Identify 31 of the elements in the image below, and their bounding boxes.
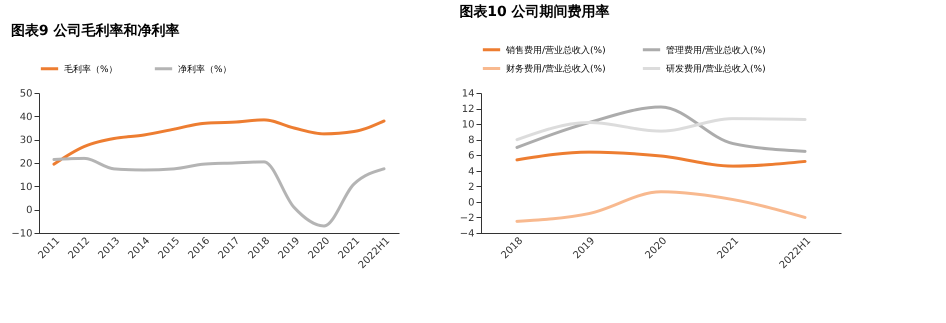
y-tick-label: 30 <box>20 135 32 146</box>
y-tick-label: 8 <box>468 135 474 146</box>
y-tick-label: 20 <box>20 158 32 170</box>
y-tick-label: 10 <box>20 182 32 193</box>
legend-label: 毛利率（%） <box>64 64 118 75</box>
legend-label: 净利率（%） <box>178 64 232 75</box>
line-series <box>52 156 386 228</box>
y-tick-label: 6 <box>468 150 474 162</box>
y-tick-label: 14 <box>462 88 474 100</box>
chart-title: 图表10 公司期间费用率 <box>459 3 610 20</box>
line-series <box>516 190 806 223</box>
legend-label: 管理费用/营业总收入(%) <box>666 44 766 56</box>
y-tick-label: 2 <box>468 182 474 193</box>
y-tick-label: −10 <box>11 228 32 240</box>
y-tick-label: 4 <box>468 166 474 178</box>
chart-title: 图表9 公司毛利率和净利率 <box>10 22 180 39</box>
y-tick-label: 10 <box>462 120 474 131</box>
line-series <box>516 150 806 168</box>
y-tick-label: 50 <box>20 88 32 100</box>
y-tick-label: 0 <box>468 197 474 208</box>
legend-label: 销售费用/营业总收入(%) <box>505 44 606 56</box>
y-tick-label: −2 <box>460 212 474 224</box>
y-tick-label: 0 <box>26 205 32 216</box>
line-series <box>52 118 386 166</box>
legend-label: 财务费用/营业总收入(%) <box>506 64 606 74</box>
line-series <box>516 106 806 153</box>
legend-label: 研发费用/营业总收入(%) <box>666 64 766 74</box>
y-tick-label: 40 <box>20 112 32 123</box>
y-tick-label: −4 <box>460 228 474 240</box>
y-tick-label: 12 <box>462 104 474 116</box>
line-series <box>516 117 806 142</box>
